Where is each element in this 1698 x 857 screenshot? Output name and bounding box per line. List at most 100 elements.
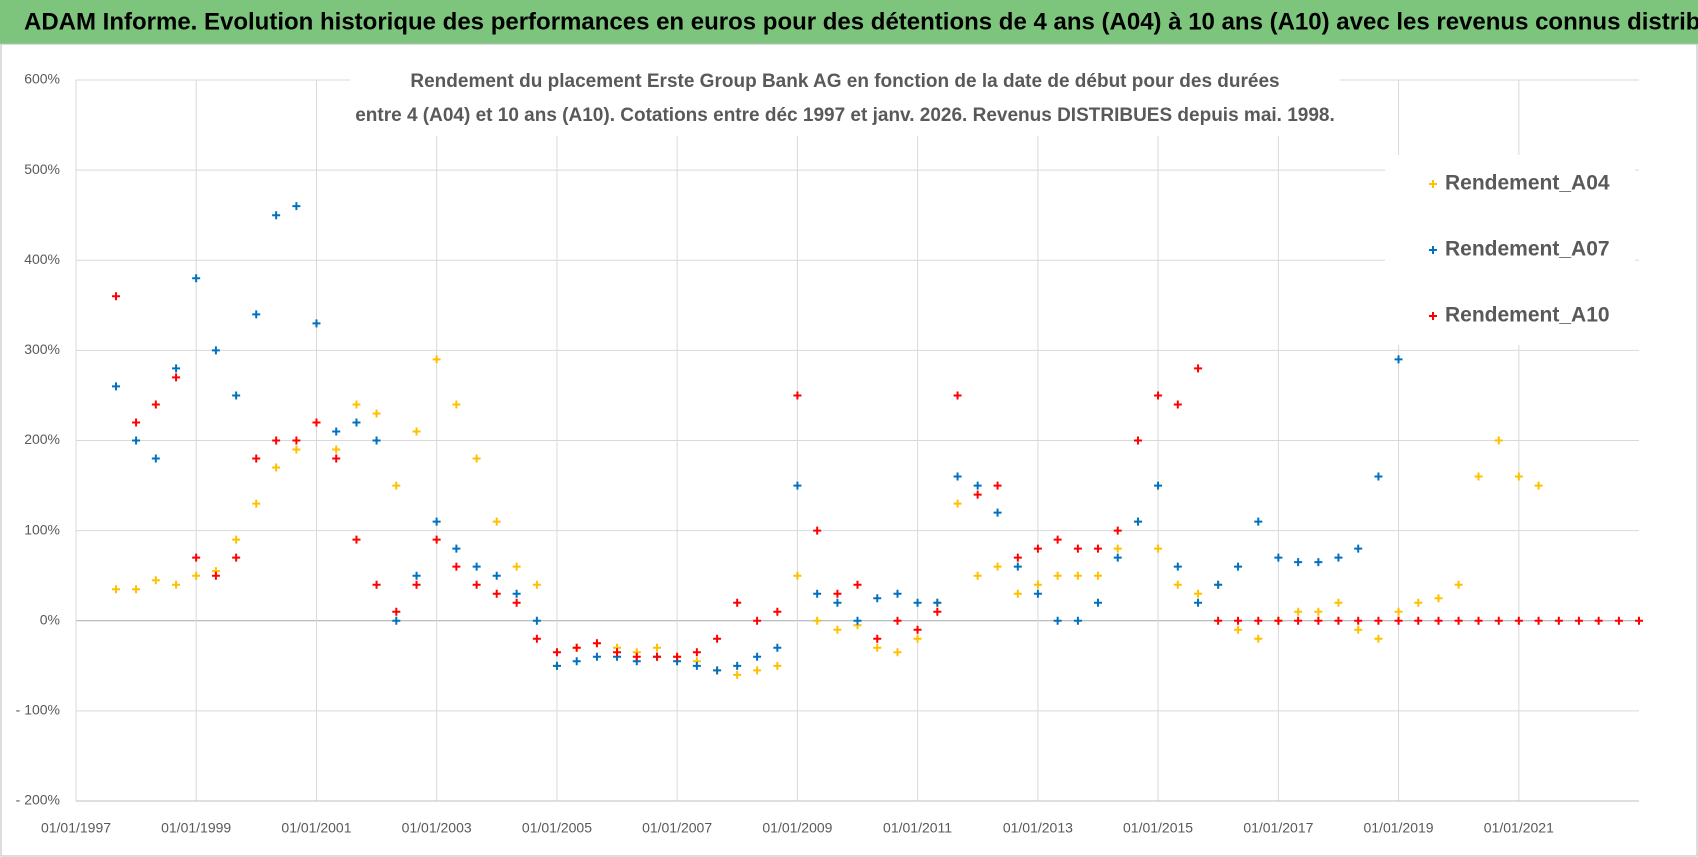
- marker: [472, 580, 481, 589]
- marker: [773, 643, 782, 652]
- marker: [1073, 571, 1082, 580]
- x-tick-label: 01/01/2005: [522, 820, 592, 836]
- marker: [993, 481, 1002, 490]
- x-tick-label: 01/01/2011: [883, 820, 952, 836]
- marker: [1374, 634, 1383, 643]
- marker: [111, 585, 120, 594]
- marker: [833, 625, 842, 634]
- marker: [1294, 616, 1303, 625]
- marker: [352, 400, 361, 409]
- marker: [733, 661, 742, 670]
- marker: [132, 418, 141, 427]
- marker: [1274, 616, 1283, 625]
- marker: [913, 625, 922, 634]
- x-tick-label: 01/01/2003: [402, 820, 472, 836]
- legend-marker: [1429, 246, 1437, 254]
- marker: [332, 427, 341, 436]
- marker: [953, 391, 962, 400]
- marker: [412, 580, 421, 589]
- marker: [472, 562, 481, 571]
- marker: [873, 643, 882, 652]
- marker: [1454, 580, 1463, 589]
- marker: [793, 571, 802, 580]
- marker: [1053, 616, 1062, 625]
- marker: [1234, 562, 1243, 571]
- marker: [232, 553, 241, 562]
- marker: [1073, 544, 1082, 553]
- marker: [172, 364, 181, 373]
- marker: [1133, 436, 1142, 445]
- marker: [151, 400, 160, 409]
- marker: [1294, 558, 1303, 567]
- x-tick-label: 01/01/2013: [1003, 820, 1073, 836]
- marker: [1354, 616, 1363, 625]
- marker: [432, 355, 441, 364]
- marker: [1494, 616, 1503, 625]
- y-tick-label: 400%: [24, 251, 60, 267]
- x-tick-label: 01/01/2015: [1123, 820, 1193, 836]
- marker: [1594, 616, 1603, 625]
- marker: [1053, 535, 1062, 544]
- marker: [1173, 580, 1182, 589]
- legend-box: [1385, 155, 1635, 345]
- y-tick-label: 100%: [24, 521, 60, 537]
- marker: [853, 616, 862, 625]
- y-tick-label: - 100%: [16, 702, 60, 718]
- marker: [1374, 472, 1383, 481]
- marker: [1154, 481, 1163, 490]
- legend-marker: [1429, 180, 1437, 188]
- marker: [993, 562, 1002, 571]
- marker: [1334, 598, 1343, 607]
- marker: [352, 418, 361, 427]
- marker: [973, 571, 982, 580]
- marker: [632, 652, 641, 661]
- marker: [132, 436, 141, 445]
- marker: [1154, 391, 1163, 400]
- marker: [572, 643, 581, 652]
- marker: [833, 598, 842, 607]
- marker: [1374, 616, 1383, 625]
- marker: [753, 616, 762, 625]
- marker: [692, 648, 701, 657]
- marker: [933, 598, 942, 607]
- marker: [813, 589, 822, 598]
- marker: [1574, 616, 1583, 625]
- marker: [1294, 607, 1303, 616]
- marker: [532, 580, 541, 589]
- marker: [973, 490, 982, 499]
- marker: [1274, 553, 1283, 562]
- marker: [893, 589, 902, 598]
- header-bar: [0, 0, 1698, 44]
- marker: [1033, 544, 1042, 553]
- marker: [132, 585, 141, 594]
- marker: [713, 634, 722, 643]
- marker: [1454, 616, 1463, 625]
- marker: [312, 418, 321, 427]
- marker: [532, 634, 541, 643]
- marker: [252, 310, 261, 319]
- marker: [552, 648, 561, 657]
- marker: [1013, 589, 1022, 598]
- marker: [913, 634, 922, 643]
- x-tick-label: 01/01/1999: [161, 820, 231, 836]
- marker: [552, 661, 561, 670]
- marker: [192, 571, 201, 580]
- marker: [172, 580, 181, 589]
- marker: [692, 661, 701, 670]
- y-tick-label: 300%: [24, 341, 60, 357]
- marker: [733, 598, 742, 607]
- marker: [1254, 634, 1263, 643]
- marker: [332, 445, 341, 454]
- marker: [1394, 607, 1403, 616]
- marker: [873, 594, 882, 603]
- marker: [813, 526, 822, 535]
- marker: [492, 589, 501, 598]
- marker: [232, 391, 241, 400]
- x-tick-label: 01/01/2021: [1484, 820, 1554, 836]
- marker: [432, 517, 441, 526]
- marker: [893, 616, 902, 625]
- marker: [1113, 544, 1122, 553]
- legend-label: Rendement_A07: [1445, 238, 1610, 261]
- marker: [1434, 594, 1443, 603]
